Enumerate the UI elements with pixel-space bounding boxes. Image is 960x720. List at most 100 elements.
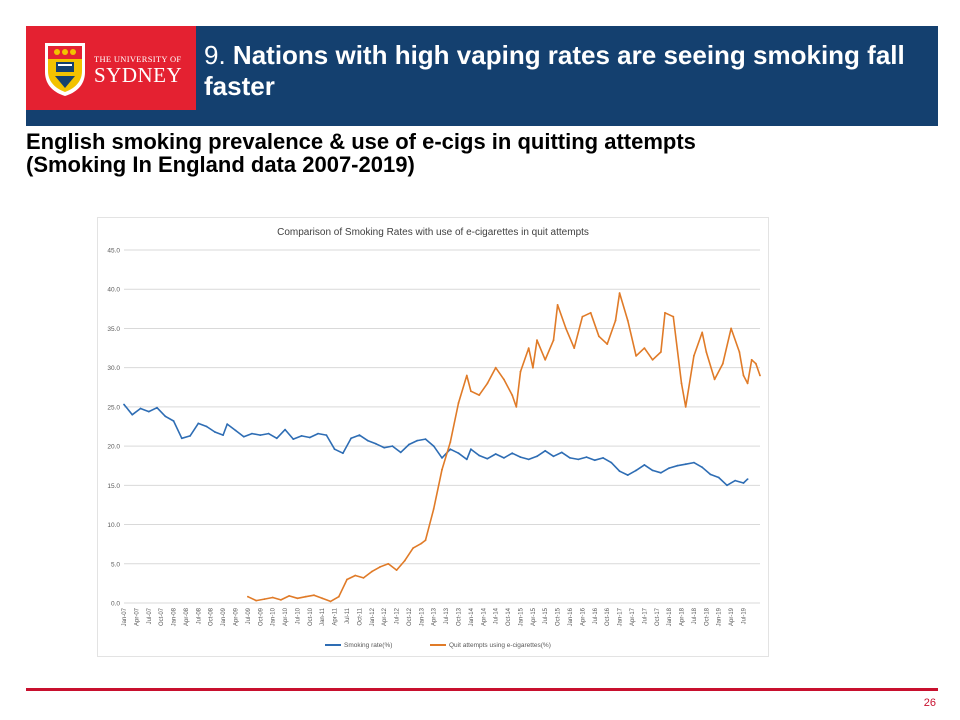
data-point <box>189 435 191 437</box>
data-point <box>465 458 468 461</box>
y-tick-label: 40.0 <box>107 287 120 294</box>
page-number: 26 <box>923 697 936 709</box>
chart: Comparison of Smoking Rates with use of … <box>97 217 769 657</box>
data-point <box>626 474 629 476</box>
data-point <box>544 449 547 452</box>
x-tick-label: Oct-10 <box>308 607 314 626</box>
data-point <box>321 597 324 600</box>
x-tick-label: Apr-18 <box>680 607 686 626</box>
data-point <box>412 547 414 549</box>
data-point <box>684 463 687 466</box>
x-tick-label: Jan-18 <box>667 607 673 626</box>
data-point <box>383 446 386 449</box>
data-point <box>494 453 497 455</box>
data-point <box>205 425 208 428</box>
data-point <box>573 347 576 349</box>
data-point <box>275 437 278 440</box>
logo-line-2: SYDNEY <box>94 63 183 87</box>
data-point <box>441 457 443 459</box>
crest-icon <box>45 43 85 96</box>
data-point <box>280 599 282 601</box>
data-point <box>333 448 336 451</box>
data-point <box>668 467 670 469</box>
subtitle-line-2: (Smoking In England data 2007-2019) <box>26 152 415 177</box>
slide-title: 9. Nations with high vaping rates are se… <box>204 40 924 102</box>
data-point <box>519 456 522 458</box>
data-point <box>511 394 514 396</box>
x-tick-label: Oct-07 <box>159 607 165 626</box>
data-point <box>449 448 452 451</box>
data-point <box>296 597 299 600</box>
x-tick-label: Oct-14 <box>506 607 512 626</box>
data-point <box>734 479 737 482</box>
x-tick-label: Apr-10 <box>283 607 289 626</box>
data-point <box>532 366 534 369</box>
x-tick-label: Jan-07 <box>122 607 128 626</box>
data-point <box>478 394 481 396</box>
data-point <box>701 331 704 334</box>
x-tick-label: Apr-15 <box>531 607 537 626</box>
series-line <box>123 403 749 487</box>
x-tick-label: Apr-07 <box>134 607 140 626</box>
data-point <box>746 478 749 480</box>
x-tick-label: Jul-11 <box>345 607 351 624</box>
university-logo: THE UNIVERSITY OF SYDNEY <box>26 26 196 110</box>
data-point <box>651 358 654 361</box>
data-point <box>598 335 600 338</box>
logo-line-1: THE UNIVERSITY OF <box>94 54 182 64</box>
y-tick-label: 5.0 <box>111 561 120 568</box>
data-point <box>635 355 637 357</box>
data-point <box>544 358 547 361</box>
data-point <box>693 461 695 464</box>
data-point <box>354 574 357 577</box>
data-point <box>680 382 683 385</box>
data-point <box>742 482 745 484</box>
data-point <box>342 452 344 455</box>
data-point <box>556 304 559 306</box>
x-tick-label: Apr-09 <box>234 607 240 626</box>
data-point <box>441 468 443 471</box>
data-point <box>676 464 679 467</box>
data-point <box>614 319 617 322</box>
x-tick-label: Apr-11 <box>333 607 339 625</box>
data-point <box>222 434 224 436</box>
data-point <box>304 595 307 598</box>
data-point <box>726 484 728 487</box>
data-point <box>750 358 753 361</box>
data-point <box>465 374 468 377</box>
y-tick-label: 15.0 <box>107 483 120 490</box>
data-point <box>742 374 745 377</box>
x-tick-label: Jul-07 <box>147 607 153 624</box>
data-point <box>420 542 423 545</box>
data-point <box>486 382 489 385</box>
data-point <box>251 432 253 435</box>
data-point <box>350 437 352 440</box>
data-point <box>313 594 315 597</box>
data-point <box>693 355 695 357</box>
x-tick-label: Jan-12 <box>370 607 376 626</box>
data-point <box>226 423 229 425</box>
data-point <box>300 435 303 437</box>
data-point <box>577 458 580 461</box>
data-point <box>701 466 704 469</box>
data-point <box>366 439 369 442</box>
x-tick-label: Jul-15 <box>543 607 549 624</box>
data-point <box>242 435 245 438</box>
data-point <box>552 339 555 342</box>
legend-entry: Quit attempts using e-cigarettes(%) <box>430 642 551 649</box>
data-point <box>660 471 662 474</box>
footer-divider <box>26 688 938 691</box>
data-point <box>684 406 687 408</box>
x-tick-label: Oct-13 <box>457 607 463 626</box>
data-point <box>618 470 621 473</box>
data-point <box>362 577 365 579</box>
data-point <box>511 452 514 455</box>
slide-subtitle: English smoking prevalence & use of e-ci… <box>26 130 906 176</box>
x-tick-label: Jan-10 <box>271 607 277 626</box>
data-point <box>581 315 584 318</box>
data-point <box>515 406 518 408</box>
data-point <box>271 596 274 599</box>
x-tick-label: Jul-17 <box>642 607 648 624</box>
y-tick-label: 0.0 <box>111 601 120 608</box>
x-tick-label: Oct-08 <box>209 607 215 626</box>
